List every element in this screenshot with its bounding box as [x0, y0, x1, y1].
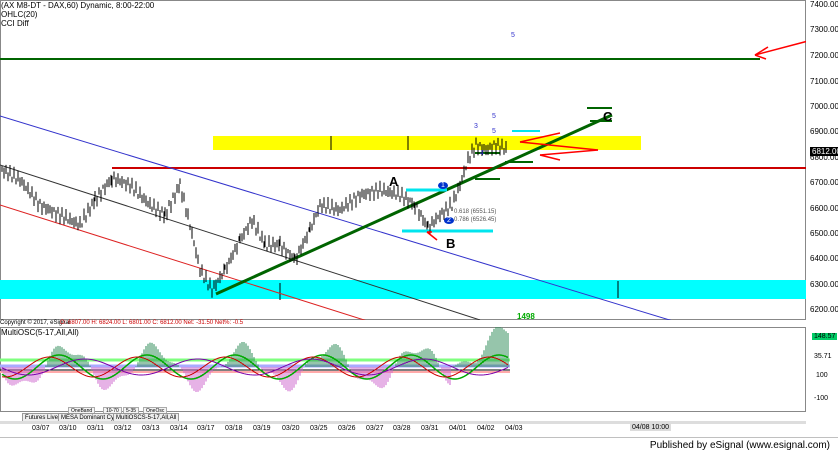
time-axis-tick: 03/20 [282, 425, 300, 432]
wave-label-c: C [603, 109, 613, 124]
time-axis-tick: 03/26 [338, 425, 356, 432]
time-axis-tick: 03/19 [253, 425, 271, 432]
oscillator-title: MultiOSC(5-17,All,All) [1, 328, 79, 337]
wave-2-marker: 2 [444, 217, 454, 224]
osc-axis-100: 100 [816, 372, 828, 379]
wave-5-label: 5 [492, 128, 496, 135]
price-axis-tick: 6300.00 [810, 280, 838, 289]
wave-label-b: B [446, 236, 456, 251]
osc-value-1: 148.57 [812, 333, 838, 340]
price-axis-tick: 7000.00 [810, 102, 838, 111]
time-axis-tick: 03/27 [366, 425, 384, 432]
count-1498: 1498 [517, 312, 535, 321]
time-axis-tick: 03/17 [197, 425, 215, 432]
last-price-flag: 6812.00 [810, 147, 838, 156]
footer-bar [0, 437, 838, 455]
study-ohlc-label: OHLC(20) [1, 10, 38, 19]
chart-title: (AX M8-DT - DAX,60) Dynamic, 8:00-22:00 [1, 1, 155, 10]
time-axis-tick: 03/31 [421, 425, 439, 432]
time-axis-tick: 04/03 [505, 425, 523, 432]
price-axis-tick: 7100.00 [810, 77, 838, 86]
time-axis-tick: 04/02 [477, 425, 495, 432]
cursor-date-readout: 04/08 10:00 [630, 424, 671, 431]
price-axis-tick: 6400.00 [810, 254, 838, 263]
price-axis-tick: 6800.00 [810, 153, 838, 162]
study-cci-label: CCI Diff [1, 19, 29, 28]
wave-3-label: 3 [474, 123, 478, 130]
time-axis-tick: 03/28 [393, 425, 411, 432]
red-arrows [426, 40, 806, 241]
osc-value-2: 35.71 [814, 353, 832, 360]
price-chart[interactable] [0, 0, 806, 320]
wave-4-label: 4 [480, 150, 484, 157]
osc-axis-neg100: -100 [814, 395, 829, 402]
time-axis-tick: 03/25 [310, 425, 328, 432]
wave-1-marker: 1 [438, 182, 448, 189]
wave-5-circle-label: 5 [511, 32, 515, 39]
time-axis-tick: 04/01 [449, 425, 467, 432]
price-axis-tick: 6500.00 [810, 229, 838, 238]
ohlc-readout: O: 6807.00 H: 6824.00 L: 6801.00 C: 6812… [60, 320, 244, 326]
price-axis-tick: 6700.00 [810, 178, 838, 187]
wave-5-top-label: 5 [492, 113, 496, 120]
price-axis-tick: 6600.00 [810, 204, 838, 213]
fib-618-label: 0.618 (6551.15) [454, 209, 497, 215]
time-axis-tick: 03/14 [170, 425, 188, 432]
fib-786-label: 0.786 (6526.45) [454, 217, 497, 223]
time-axis-tick: 03/13 [142, 425, 160, 432]
blue-channel-line [0, 115, 672, 320]
copyright-text: Copyright © 2017, eSignal [0, 320, 71, 326]
red-channel-line [0, 204, 366, 320]
time-axis-tick: 03/10 [59, 425, 77, 432]
price-axis-tick: 6900.00 [810, 127, 838, 136]
publisher-credit: Published by eSignal (www.esignal.com) [649, 440, 830, 451]
wave-label-a: A [389, 174, 399, 189]
cyan-zone [0, 280, 806, 299]
price-panel[interactable] [0, 0, 806, 320]
oscillator-chart[interactable] [0, 327, 806, 412]
time-axis-tick: 03/11 [87, 425, 104, 432]
price-axis-tick: 7300.00 [810, 25, 838, 34]
price-axis-tick: 7200.00 [810, 51, 838, 60]
time-axis-tick: 03/12 [114, 425, 132, 432]
time-axis-tick: 03/07 [32, 425, 50, 432]
price-axis-tick: 7400.00 [810, 0, 838, 9]
price-axis-tick: 6200.00 [810, 305, 838, 314]
horizontal-scrollbar[interactable] [0, 421, 806, 424]
time-axis-tick: 03/18 [225, 425, 243, 432]
